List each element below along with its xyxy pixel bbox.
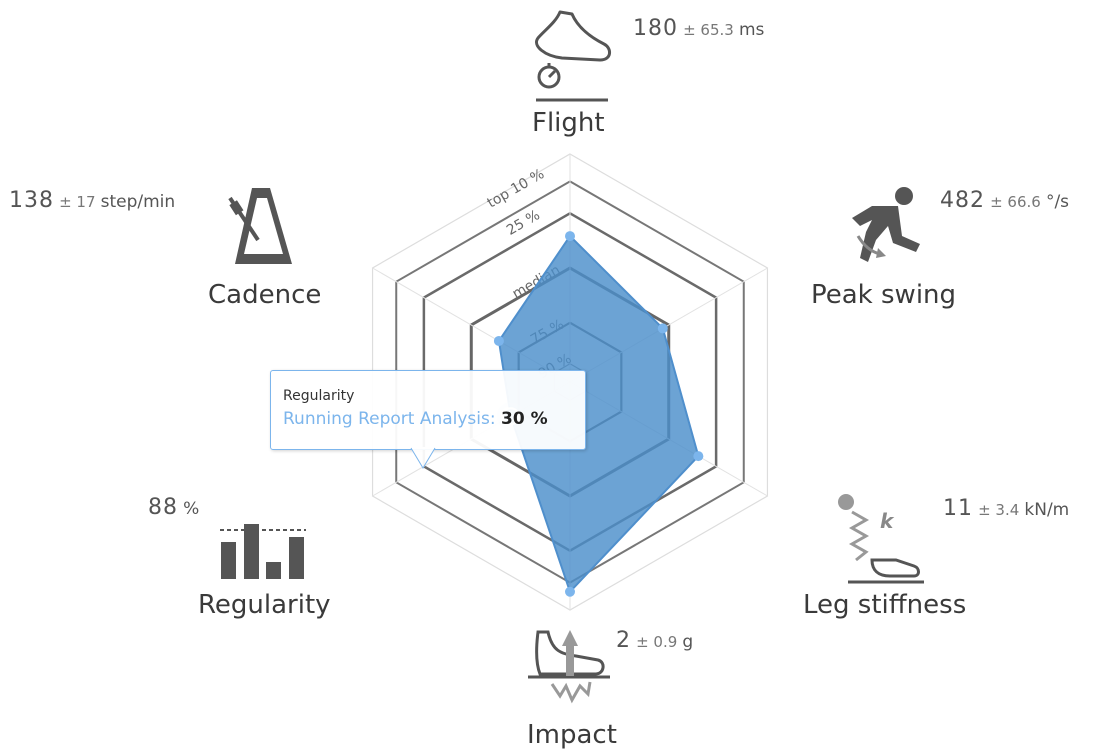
tooltip-series-name: Running Report Analysis:: [283, 409, 496, 429]
tooltip-line: Running Report Analysis: 30 %: [283, 409, 548, 429]
metric-flight-pm: ± 65.3: [683, 21, 734, 39]
metric-leg-stiffness-unit: kN/m: [1024, 500, 1070, 520]
metric-leg-stiffness-value: 11: [943, 496, 973, 521]
metric-flight-unit: ms: [738, 20, 765, 40]
axis-label-regularity: Regularity: [198, 590, 331, 620]
ring-label-0: top 10 %: [485, 166, 548, 211]
svg-text:k: k: [880, 509, 895, 533]
metric-cadence-pm: ± 17: [59, 193, 96, 211]
metric-impact: 2 ± 0.9 g: [616, 628, 693, 653]
foot-impact-icon: [528, 630, 610, 704]
metric-leg-stiffness-pm: ± 3.4: [978, 501, 1020, 519]
metronome-icon: [228, 188, 292, 264]
metric-flight-value: 180: [633, 16, 678, 41]
metric-regularity: 88 %: [148, 495, 199, 520]
ring-label-1: 25 %: [504, 207, 543, 239]
metric-regularity-unit: %: [183, 499, 200, 519]
shoe-stopwatch-icon: [535, 10, 611, 102]
tooltip-title: Regularity: [283, 388, 355, 404]
bar-regularity-icon: [220, 524, 306, 579]
metric-cadence-unit: step/min: [100, 192, 176, 212]
axis-label-impact: Impact: [527, 720, 617, 750]
series-point-flight[interactable]: [565, 231, 575, 242]
metric-cadence-value: 138: [9, 188, 54, 213]
metric-peak-swing-unit: °/s: [1045, 192, 1070, 212]
series-point-leg-stiffness[interactable]: [693, 451, 704, 462]
metric-cadence: 138 ± 17 step/min: [9, 188, 175, 213]
chart-tooltip: Regularity Running Report Analysis: 30 %: [270, 370, 586, 469]
axis-label-cadence: Cadence: [208, 280, 322, 310]
metric-flight: 180 ± 65.3 ms: [633, 16, 764, 41]
axis-label-peak-swing: Peak swing: [811, 280, 957, 310]
metric-regularity-value: 88: [148, 495, 178, 520]
metric-impact-pm: ± 0.9: [636, 633, 678, 651]
axis-label-leg-stiffness: Leg stiffness: [803, 590, 967, 620]
metric-peak-swing: 482 ± 66.6 °/s: [940, 188, 1069, 213]
series-point-impact[interactable]: [565, 586, 575, 597]
metric-leg-stiffness: 11 ± 3.4 kN/m: [943, 496, 1069, 521]
spring-shoe-icon: k: [838, 494, 924, 584]
metric-impact-value: 2: [616, 628, 631, 653]
tooltip-value: 30 %: [501, 409, 548, 429]
axis-label-flight: Flight: [532, 108, 605, 138]
tooltip-pointer: [410, 447, 436, 469]
metric-peak-swing-value: 482: [940, 188, 985, 213]
series-point-cadence[interactable]: [493, 335, 504, 346]
metric-impact-unit: g: [682, 632, 694, 652]
runner-icon: [852, 187, 920, 262]
series-point-peak-swing[interactable]: [657, 323, 668, 334]
metric-peak-swing-pm: ± 66.6: [990, 193, 1041, 211]
